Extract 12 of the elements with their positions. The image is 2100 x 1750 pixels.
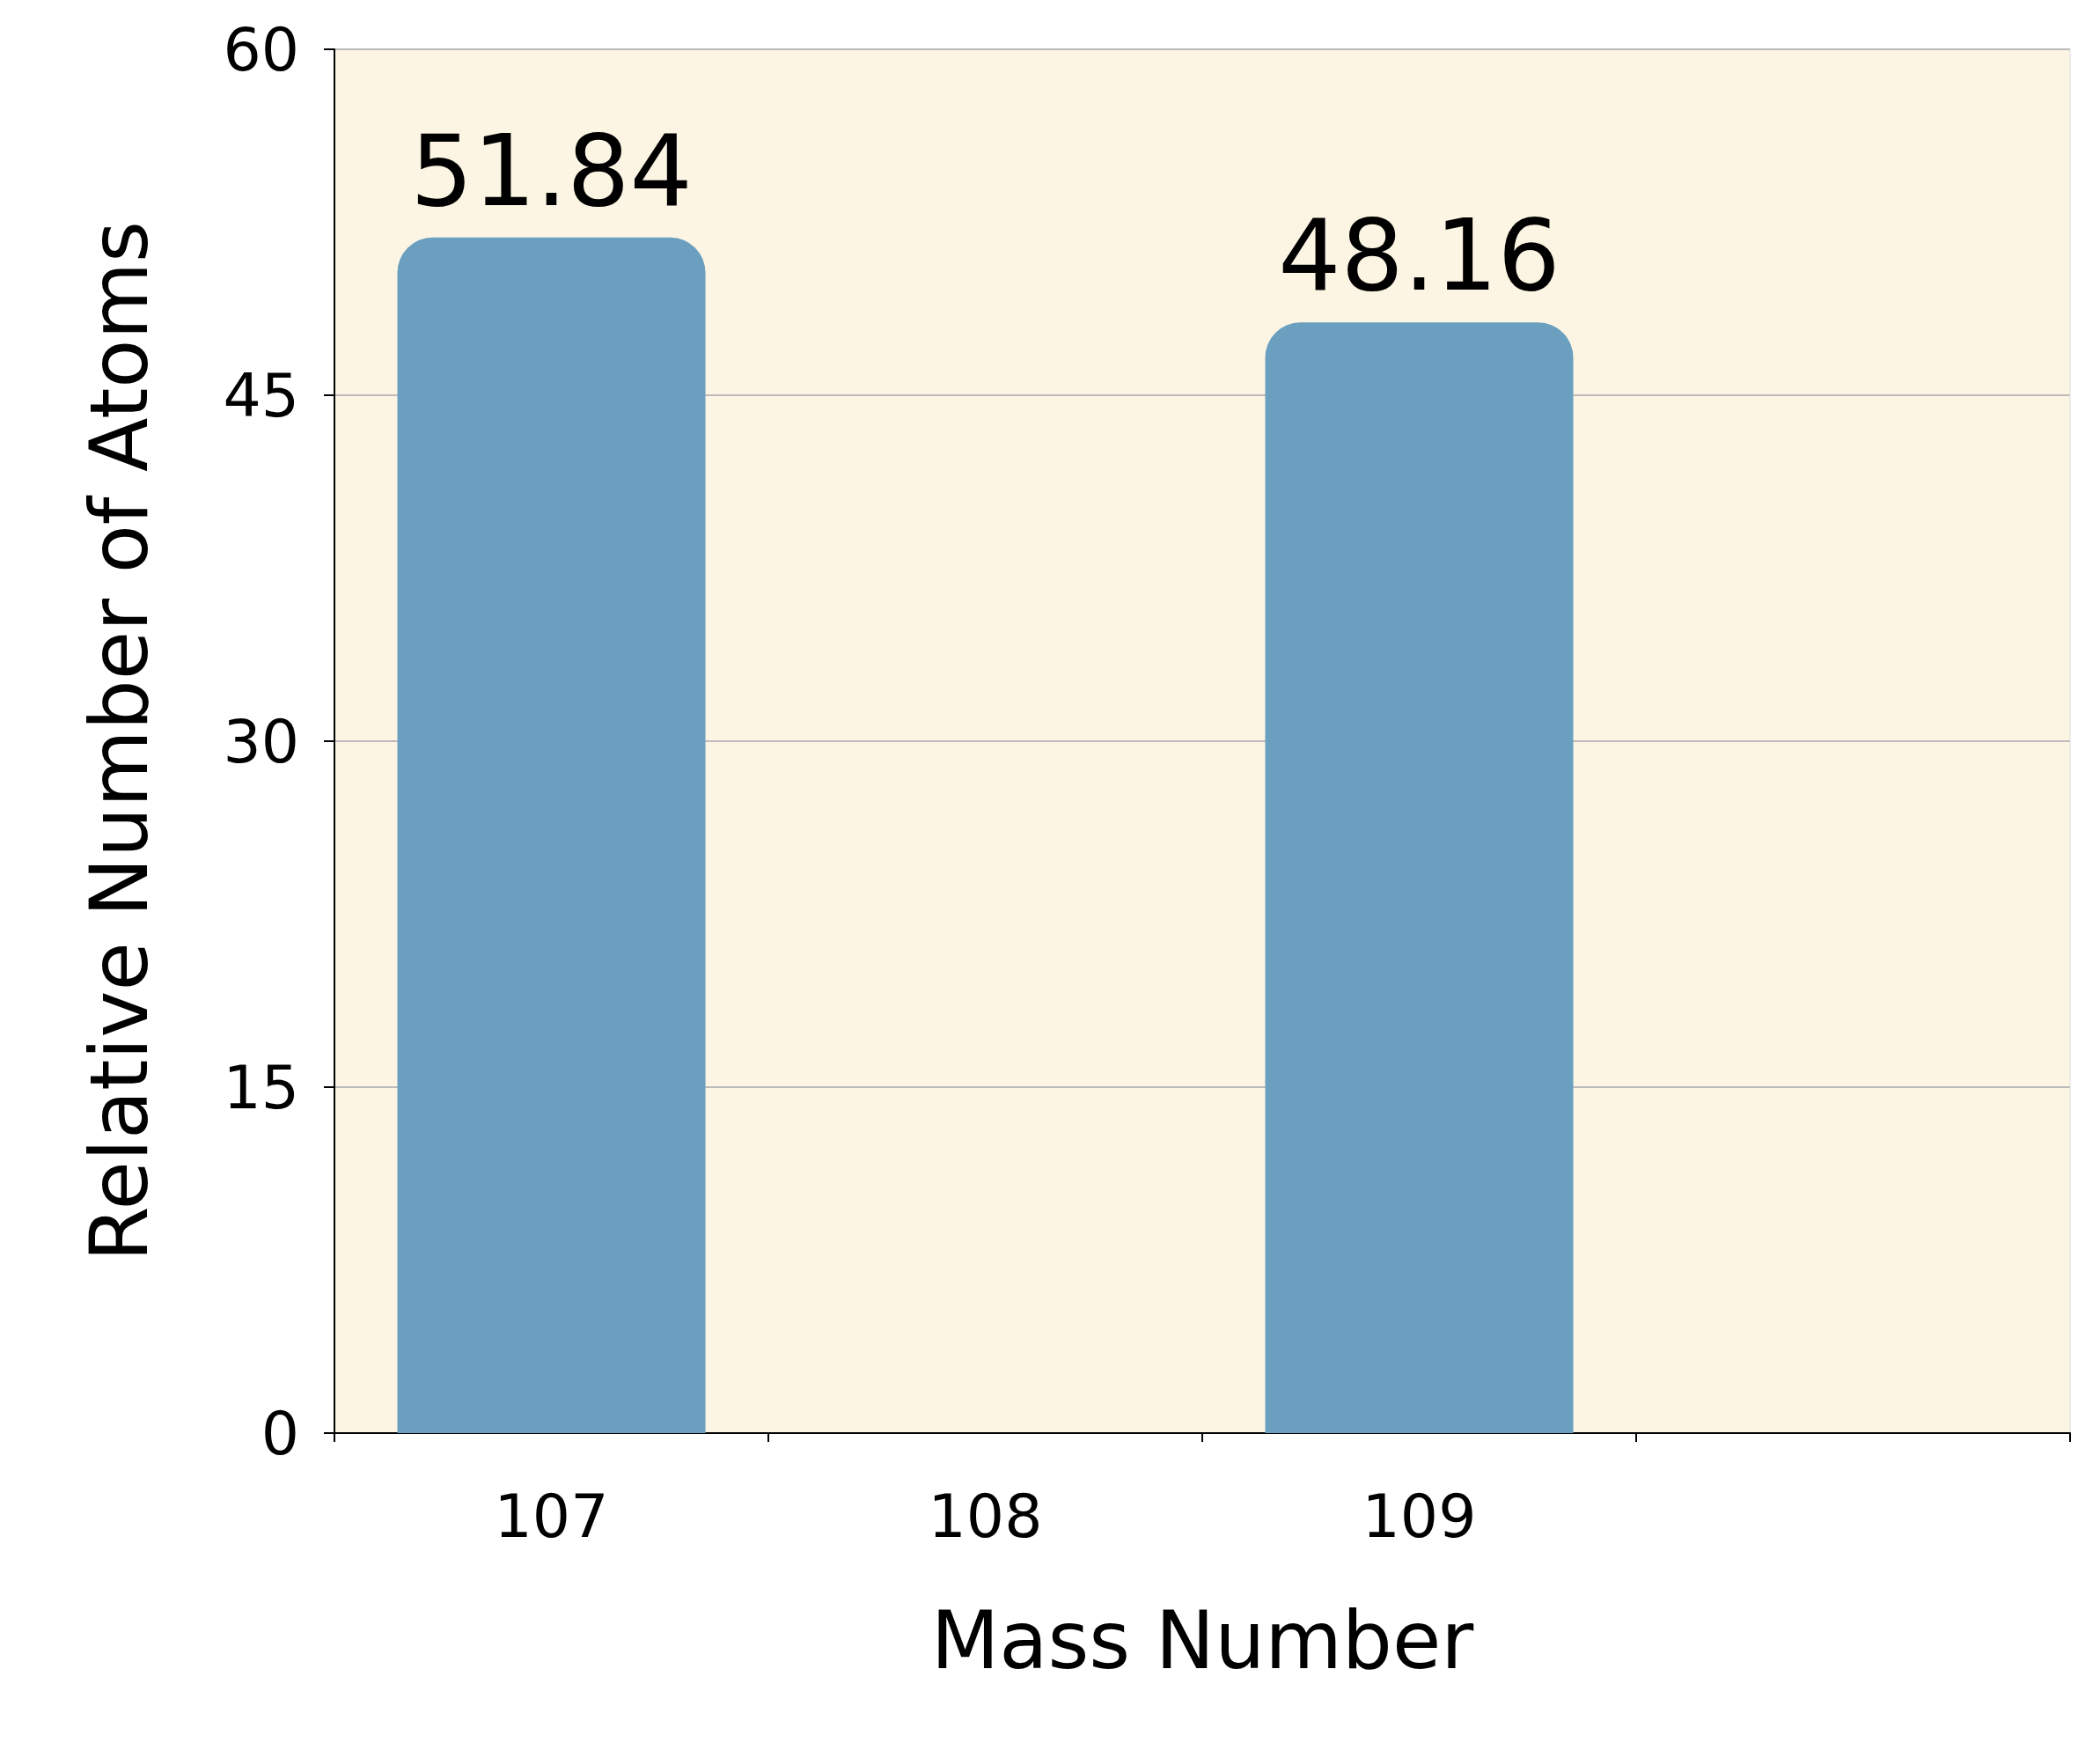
y-tick-label: 15 [223, 1052, 299, 1122]
y-axis-title: Relative Number of Atoms [72, 221, 165, 1261]
x-tick-label: 109 [1362, 1481, 1477, 1551]
x-tick-label: 108 [928, 1481, 1043, 1551]
y-tick-label: 60 [223, 14, 299, 85]
x-tick-label: 107 [494, 1481, 609, 1551]
y-tick-label: 30 [223, 706, 299, 776]
y-tick-label: 0 [261, 1398, 299, 1468]
data-label: 48.16 [1278, 198, 1560, 313]
x-axis-title: Mass Number [930, 1593, 1474, 1687]
data-label: 51.84 [410, 113, 693, 228]
y-tick-label: 45 [223, 360, 299, 430]
